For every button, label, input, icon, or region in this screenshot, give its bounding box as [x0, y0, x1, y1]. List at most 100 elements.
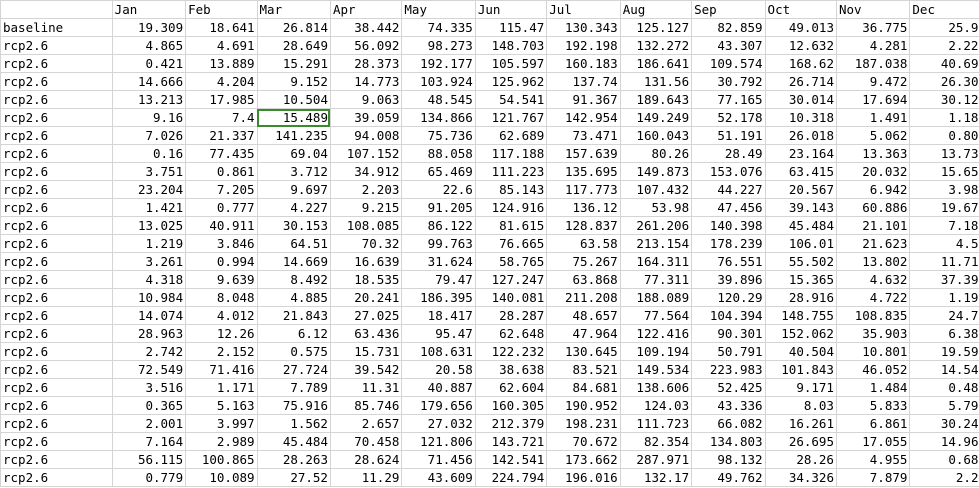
data-cell[interactable]: 0.575	[256, 342, 331, 361]
data-cell[interactable]: 1.187	[909, 108, 979, 127]
data-cell[interactable]: 23.204	[111, 180, 187, 199]
data-cell[interactable]: 26.305	[909, 72, 979, 91]
data-cell[interactable]: 134.866	[401, 108, 476, 127]
data-cell[interactable]: 45.484	[256, 432, 331, 451]
row-label-cell[interactable]: rcp2.6	[0, 36, 113, 55]
data-cell[interactable]: 1.484	[835, 378, 911, 397]
data-cell[interactable]: 128.837	[546, 216, 621, 235]
data-cell[interactable]: 88.058	[401, 144, 476, 163]
data-cell[interactable]: 168.62	[764, 54, 837, 73]
data-cell[interactable]: 13.733	[909, 144, 979, 163]
data-cell[interactable]: 74.335	[401, 18, 476, 37]
data-cell[interactable]: 14.669	[256, 252, 331, 271]
data-cell[interactable]: 50.791	[691, 342, 766, 361]
data-cell[interactable]: 164.311	[619, 252, 693, 271]
data-cell[interactable]: 43.336	[691, 396, 766, 415]
data-cell[interactable]: 75.916	[256, 396, 331, 415]
data-cell[interactable]: 3.981	[909, 180, 979, 199]
row-label-cell[interactable]: rcp2.6	[0, 450, 113, 469]
data-cell[interactable]: 192.177	[401, 54, 476, 73]
data-cell[interactable]: 20.241	[329, 288, 403, 307]
data-cell[interactable]: 157.639	[546, 144, 621, 163]
data-cell[interactable]: 141.235	[256, 126, 331, 145]
data-cell[interactable]: 13.025	[111, 216, 187, 235]
header-cell[interactable]: Apr	[329, 0, 403, 19]
data-cell[interactable]: 4.885	[256, 288, 331, 307]
data-cell[interactable]: 4.955	[835, 450, 911, 469]
data-cell[interactable]: 4.865	[111, 36, 187, 55]
row-label-cell[interactable]: rcp2.6	[0, 324, 113, 343]
data-cell[interactable]: 103.924	[401, 72, 476, 91]
data-cell[interactable]: 70.458	[329, 432, 403, 451]
data-cell[interactable]: 43.609	[401, 468, 476, 487]
data-cell[interactable]: 85.746	[329, 396, 403, 415]
row-label-cell[interactable]: rcp2.6	[0, 234, 113, 253]
data-cell[interactable]: 149.873	[619, 162, 693, 181]
data-cell[interactable]: 0.779	[111, 468, 187, 487]
data-cell[interactable]: 149.249	[619, 108, 693, 127]
data-cell[interactable]: 125.962	[474, 72, 548, 91]
data-cell[interactable]: 20.567	[764, 180, 837, 199]
data-cell[interactable]: 27.032	[401, 414, 476, 433]
data-cell[interactable]: 1.171	[185, 378, 258, 397]
data-cell[interactable]: 13.213	[111, 90, 187, 109]
data-cell[interactable]: 31.624	[401, 252, 476, 271]
data-cell[interactable]: 148.703	[474, 36, 548, 55]
data-cell[interactable]: 11.29	[329, 468, 403, 487]
header-cell[interactable]: Feb	[185, 0, 258, 19]
data-cell[interactable]: 109.574	[691, 54, 766, 73]
data-cell[interactable]: 28.649	[256, 36, 331, 55]
data-cell[interactable]: 107.152	[329, 144, 403, 163]
data-cell[interactable]: 4.281	[835, 36, 911, 55]
header-cell[interactable]: Sep	[691, 0, 766, 19]
data-cell[interactable]: 187.038	[835, 54, 911, 73]
data-cell[interactable]: 85.143	[474, 180, 548, 199]
data-cell[interactable]: 40.504	[764, 342, 837, 361]
data-cell[interactable]: 28.916	[764, 288, 837, 307]
data-cell[interactable]: 65.469	[401, 162, 476, 181]
data-cell[interactable]: 190.952	[546, 396, 621, 415]
data-cell[interactable]: 56.092	[329, 36, 403, 55]
data-cell[interactable]: 5.833	[835, 396, 911, 415]
data-cell[interactable]: 7.026	[111, 126, 187, 145]
data-cell[interactable]: 138.606	[619, 378, 693, 397]
data-cell[interactable]: 4.691	[185, 36, 258, 55]
data-cell[interactable]: 16.261	[764, 414, 837, 433]
data-cell[interactable]: 62.689	[474, 126, 548, 145]
data-cell[interactable]: 1.562	[256, 414, 331, 433]
data-cell[interactable]: 5.062	[835, 126, 911, 145]
data-cell[interactable]: 51.191	[691, 126, 766, 145]
data-cell[interactable]: 30.792	[691, 72, 766, 91]
data-cell[interactable]: 3.997	[185, 414, 258, 433]
data-cell[interactable]: 20.032	[835, 162, 911, 181]
data-cell[interactable]: 18.417	[401, 306, 476, 325]
data-cell[interactable]: 152.062	[764, 324, 837, 343]
data-cell[interactable]: 46.052	[835, 360, 911, 379]
data-cell[interactable]: 28.287	[474, 306, 548, 325]
row-label-cell[interactable]: rcp2.6	[0, 180, 113, 199]
data-cell[interactable]: 2.27	[909, 468, 979, 487]
data-cell[interactable]: 45.484	[764, 216, 837, 235]
data-cell[interactable]: 117.773	[546, 180, 621, 199]
data-cell[interactable]: 148.755	[764, 306, 837, 325]
data-cell[interactable]: 7.789	[256, 378, 331, 397]
data-cell[interactable]: 10.504	[256, 90, 331, 109]
data-cell[interactable]: 121.767	[474, 108, 548, 127]
data-cell[interactable]: 39.143	[764, 198, 837, 217]
data-cell[interactable]: 28.963	[111, 324, 187, 343]
data-cell[interactable]: 0.483	[909, 378, 979, 397]
data-cell[interactable]: 77.165	[691, 90, 766, 109]
data-cell[interactable]: 26.695	[764, 432, 837, 451]
data-cell[interactable]: 11.31	[329, 378, 403, 397]
data-cell[interactable]: 0.994	[185, 252, 258, 271]
row-label-cell[interactable]: rcp2.6	[0, 360, 113, 379]
data-cell[interactable]: 44.227	[691, 180, 766, 199]
data-cell[interactable]: 5.163	[185, 396, 258, 415]
data-cell[interactable]: 108.835	[835, 306, 911, 325]
row-label-cell[interactable]: rcp2.6	[0, 378, 113, 397]
data-cell[interactable]: 98.273	[401, 36, 476, 55]
data-cell[interactable]: 140.398	[691, 216, 766, 235]
data-cell[interactable]: 30.127	[909, 90, 979, 109]
data-cell[interactable]: 21.337	[185, 126, 258, 145]
data-cell[interactable]: 30.153	[256, 216, 331, 235]
